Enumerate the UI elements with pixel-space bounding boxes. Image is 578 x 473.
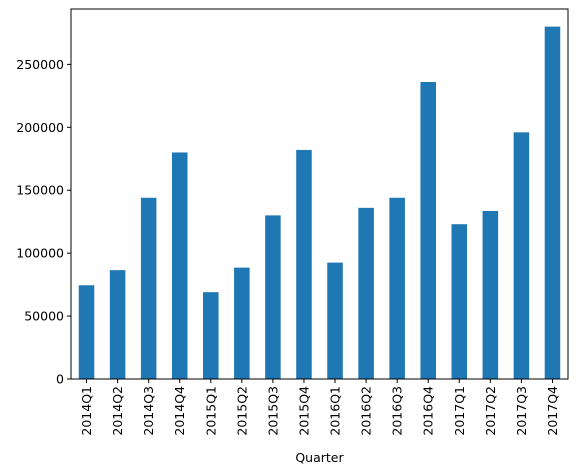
x-axis-label: Quarter <box>295 450 344 465</box>
x-tick-label: 2016Q4 <box>421 386 436 436</box>
y-tick-label: 50000 <box>24 309 64 324</box>
bar-2016Q2 <box>358 207 374 379</box>
bars-group <box>78 26 561 379</box>
x-tick-label: 2015Q3 <box>265 386 280 436</box>
y-tick-label: 100000 <box>16 246 64 261</box>
x-tick-label: 2014Q3 <box>141 386 156 436</box>
bar-2016Q1 <box>327 262 343 379</box>
x-tick-label: 2015Q4 <box>296 386 311 436</box>
bar-2015Q4 <box>296 149 312 379</box>
x-tick-label: 2016Q1 <box>328 386 343 436</box>
plot-frame <box>70 8 569 380</box>
bar-2014Q4 <box>171 152 188 379</box>
bar-2017Q4 <box>544 26 561 379</box>
bar-2015Q3 <box>265 215 281 379</box>
x-tick-label: 2014Q2 <box>110 386 125 436</box>
bar-2014Q2 <box>109 270 126 379</box>
bar-2017Q3 <box>513 132 530 379</box>
y-tick-label: 250000 <box>16 57 64 72</box>
bar-2016Q4 <box>420 81 436 379</box>
x-tick-label: 2017Q3 <box>514 386 529 436</box>
x-tick-label: 2014Q1 <box>79 386 94 436</box>
y-tick-label: 0 <box>56 372 64 387</box>
x-axis: 2014Q1 2014Q2 2014Q3 2014Q4 2015Q1 2015Q2 2015… <box>79 379 560 436</box>
y-tick-label: 200000 <box>16 120 64 135</box>
bar-2017Q2 <box>482 210 499 379</box>
bar-2015Q1 <box>203 292 219 379</box>
bar-2015Q2 <box>234 267 250 379</box>
bar-2017Q1 <box>451 224 468 379</box>
y-axis: 0 50000 100000 150000 200000 250000 <box>16 57 71 387</box>
y-tick-label: 150000 <box>16 183 64 198</box>
x-tick-label: 2017Q1 <box>452 386 467 436</box>
x-tick-label: 2017Q2 <box>483 386 498 436</box>
x-tick-label: 2015Q1 <box>203 386 218 436</box>
x-tick-label: 2016Q2 <box>359 386 374 436</box>
x-tick-label: 2015Q2 <box>234 386 249 436</box>
bar-2014Q1 <box>78 285 95 379</box>
x-tick-label: 2016Q3 <box>390 386 405 436</box>
x-tick-label: 2017Q4 <box>545 386 560 436</box>
bar-2016Q3 <box>389 197 405 379</box>
x-tick-label: 2014Q4 <box>172 386 187 436</box>
bar-2014Q3 <box>140 197 157 379</box>
